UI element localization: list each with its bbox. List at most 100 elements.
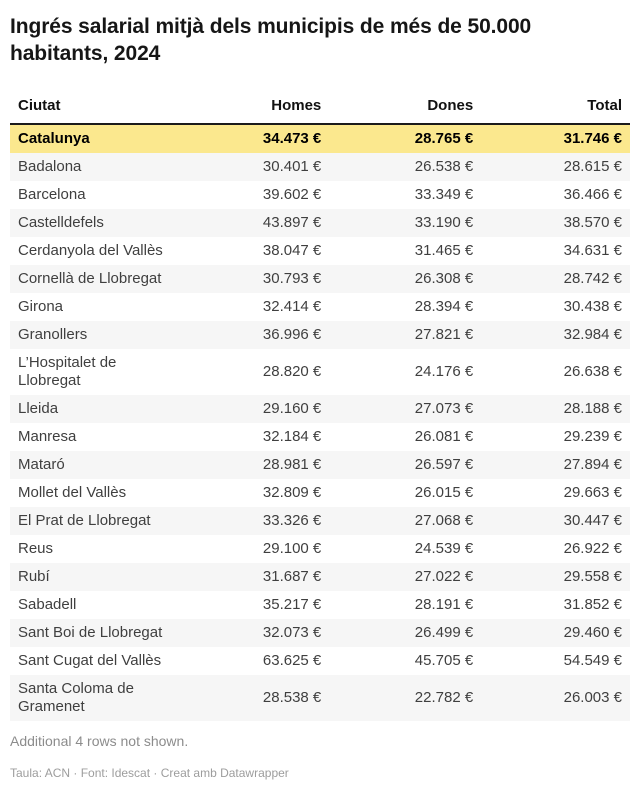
value-cell: 35.217 € (262, 596, 322, 614)
table-row: Mataró 28.981 € 26.597 € 27.894 € (10, 451, 630, 480)
column-header-dones: Dones (329, 90, 482, 126)
table-row: Sabadell 35.217 € 28.191 € 31.852 € (10, 591, 630, 619)
value-cell: 28.820 € (262, 363, 322, 381)
table-row: Mollet del Vallès 32.809 € 26.015 € 29.663 … (10, 479, 630, 507)
city-cell: Girona (18, 298, 64, 316)
value-cell: 33.190 € (414, 214, 474, 232)
value-cell: 33.349 € (414, 186, 474, 204)
value-cell: 38.570 € (563, 214, 622, 232)
table-header: Ciutat Homes Dones Total (10, 90, 630, 126)
table-row: L’Hospitalet de Llobregat 28.820 € 24.176 … (10, 349, 630, 395)
city-cell: El Prat de Llobregat (18, 512, 151, 530)
value-cell: 32.414 € (262, 298, 322, 316)
value-cell: 31.852 € (563, 596, 622, 614)
table-row: Castelldefels 43.897 € 33.190 € 38.570 € (10, 209, 630, 238)
value-cell: 26.015 € (414, 484, 474, 502)
table-row: El Prat de Llobregat 33.326 € 27.068 € 30.4… (10, 507, 630, 536)
value-cell: 24.176 € (414, 363, 474, 381)
table-row: Sant Boi de Llobregat 32.073 € 26.499 € 29.… (10, 619, 630, 648)
city-cell: Sabadell (18, 596, 77, 614)
source-byline: Taula: ACN · Font: Idescat · Creat amb D… (10, 766, 289, 781)
value-cell: 31.746 € (563, 130, 622, 148)
value-cell: 29.663 € (563, 484, 622, 502)
table-row: Barcelona 39.602 € 33.349 € 36.466 € (10, 181, 630, 209)
table-row: Manresa 32.184 € 26.081 € 29.239 € (10, 423, 630, 451)
city-cell: Mollet del Vallès (18, 484, 127, 502)
value-cell: 30.438 € (563, 298, 622, 316)
value-cell: 28.188 € (563, 400, 622, 418)
additional-rows-note: Additional 4 rows not shown. (10, 733, 189, 750)
table-row: Santa Coloma de Gramenet 28.538 € 22.782 €… (10, 675, 630, 722)
value-cell: 28.742 € (563, 270, 622, 288)
value-cell: 29.100 € (262, 540, 322, 558)
city-cell: Reus (18, 540, 54, 558)
city-cell: Cornellà de Llobregat (18, 270, 162, 288)
value-cell: 54.549 € (563, 652, 622, 670)
table-row: Catalunya 34.473 € 28.765 € 31.746 € (10, 124, 630, 154)
table-row: Rubí 31.687 € 27.022 € 29.558 € (10, 563, 630, 592)
city-cell: Granollers (18, 326, 88, 344)
value-cell: 26.922 € (563, 540, 622, 558)
city-cell: Rubí (18, 568, 50, 586)
value-cell: 32.809 € (262, 484, 322, 502)
value-cell: 31.687 € (262, 568, 322, 586)
value-cell: 28.615 € (563, 158, 622, 176)
value-cell: 26.638 € (563, 363, 622, 381)
column-header-ciutat: Ciutat (10, 90, 184, 126)
value-cell: 28.394 € (414, 298, 474, 316)
value-cell: 31.465 € (414, 242, 474, 260)
column-header-homes: Homes (183, 90, 330, 126)
value-cell: 36.466 € (563, 186, 622, 204)
value-cell: 24.539 € (414, 540, 474, 558)
city-cell: Catalunya (18, 130, 90, 148)
value-cell: 32.984 € (563, 326, 622, 344)
value-cell: 39.602 € (262, 186, 322, 204)
value-cell: 36.996 € (262, 326, 322, 344)
value-cell: 26.538 € (414, 158, 474, 176)
table-body: Catalunya 34.473 € 28.765 € 31.746 € Badalon… (10, 124, 630, 722)
value-cell: 33.326 € (262, 512, 322, 530)
value-cell: 27.821 € (414, 326, 474, 344)
value-cell: 29.460 € (563, 624, 622, 642)
header-row: Ciutat Homes Dones Total (10, 90, 630, 126)
value-cell: 27.068 € (414, 512, 474, 530)
salary-table: Ciutat Homes Dones Total Catalunya 34.473… (10, 90, 630, 722)
value-cell: 30.793 € (262, 270, 322, 288)
table-row: Cerdanyola del Vallès 38.047 € 31.465 € 34.… (10, 237, 630, 265)
value-cell: 28.765 € (414, 130, 474, 148)
city-cell: Santa Coloma de Gramenet (18, 680, 134, 716)
value-cell: 29.239 € (563, 428, 622, 446)
value-cell: 32.073 € (262, 624, 322, 642)
value-cell: 34.631 € (563, 242, 622, 260)
value-cell: 30.447 € (563, 512, 622, 530)
value-cell: 63.625 € (262, 652, 322, 670)
table-row: Lleida 29.160 € 27.073 € 28.188 € (10, 395, 630, 424)
value-cell: 43.897 € (262, 214, 322, 232)
value-cell: 26.499 € (414, 624, 474, 642)
column-header-total: Total (481, 90, 630, 126)
page-title: Ingrés salarial mitjà dels municipis de … (10, 15, 532, 65)
table-row: Badalona 30.401 € 26.538 € 28.615 € (10, 153, 630, 182)
city-cell: L’Hospitalet de Llobregat (18, 354, 117, 390)
table-row: Reus 29.100 € 24.539 € 26.922 € (10, 535, 630, 563)
value-cell: 26.003 € (563, 689, 622, 707)
value-cell: 26.308 € (414, 270, 474, 288)
table-row: Sant Cugat del Vallès 63.625 € 45.705 € 54.… (10, 647, 630, 675)
value-cell: 28.981 € (262, 456, 322, 474)
city-cell: Badalona (18, 158, 82, 176)
value-cell: 29.558 € (563, 568, 622, 586)
city-cell: Barcelona (18, 186, 86, 204)
value-cell: 30.401 € (262, 158, 322, 176)
table-row: Girona 32.414 € 28.394 € 30.438 € (10, 293, 630, 321)
table-row: Cornellà de Llobregat 30.793 € 26.308 € 28.… (10, 265, 630, 294)
value-cell: 26.081 € (414, 428, 474, 446)
value-cell: 27.894 € (563, 456, 622, 474)
value-cell: 38.047 € (262, 242, 322, 260)
table-row: Granollers 36.996 € 27.821 € 32.984 € (10, 321, 630, 350)
city-cell: Lleida (18, 400, 59, 418)
city-cell: Mataró (18, 456, 65, 474)
value-cell: 26.597 € (414, 456, 474, 474)
city-cell: Sant Cugat del Vallès (18, 652, 162, 670)
value-cell: 34.473 € (262, 130, 322, 148)
